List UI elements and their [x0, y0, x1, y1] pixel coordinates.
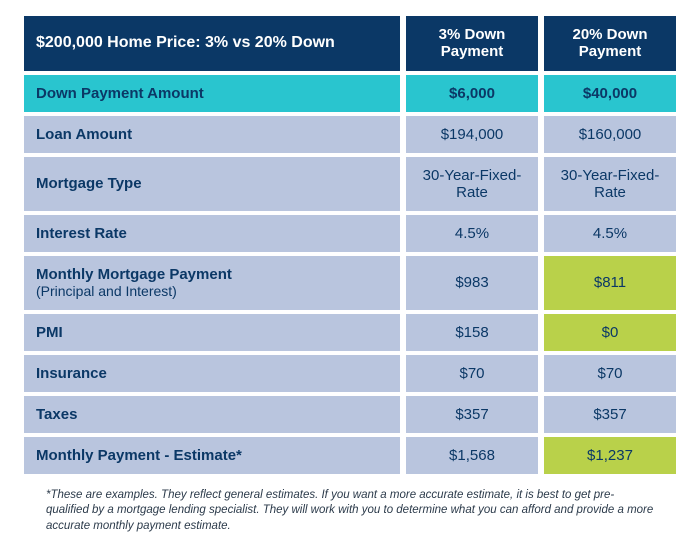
comparison-table: $200,000 Home Price: 3% vs 20% Down 3% D…	[18, 12, 682, 478]
row-label: Monthly Mortgage Payment (Principal and …	[24, 256, 400, 310]
table-title: $200,000 Home Price: 3% vs 20% Down	[24, 16, 400, 71]
row-label-sub: (Principal and Interest)	[36, 283, 177, 299]
row-value-20pct: $160,000	[544, 116, 676, 153]
row-value-20pct: $0	[544, 314, 676, 351]
row-label-main: Monthly Mortgage Payment	[36, 266, 232, 283]
row-value-3pct: $983	[406, 256, 538, 310]
table-row: PMI $158 $0	[24, 314, 676, 351]
table-row: Loan Amount $194,000 $160,000	[24, 116, 676, 153]
row-value-3pct: $6,000	[406, 75, 538, 112]
table-row: Mortgage Type 30-Year-Fixed-Rate 30-Year…	[24, 157, 676, 211]
table-row: Monthly Mortgage Payment (Principal and …	[24, 256, 676, 310]
table-row: Monthly Payment - Estimate* $1,568 $1,23…	[24, 437, 676, 474]
table-row: Taxes $357 $357	[24, 396, 676, 433]
row-value-3pct: 30-Year-Fixed-Rate	[406, 157, 538, 211]
column-header-20pct: 20% Down Payment	[544, 16, 676, 71]
row-value-3pct: $158	[406, 314, 538, 351]
row-value-20pct: 4.5%	[544, 215, 676, 252]
row-label: Interest Rate	[24, 215, 400, 252]
table-row: Insurance $70 $70	[24, 355, 676, 392]
row-value-3pct: $70	[406, 355, 538, 392]
table-body: Down Payment Amount $6,000 $40,000 Loan …	[24, 75, 676, 474]
row-value-20pct: $1,237	[544, 437, 676, 474]
row-value-20pct: $811	[544, 256, 676, 310]
row-label: Monthly Payment - Estimate*	[24, 437, 400, 474]
row-value-3pct: 4.5%	[406, 215, 538, 252]
table-row: Down Payment Amount $6,000 $40,000	[24, 75, 676, 112]
row-value-3pct: $357	[406, 396, 538, 433]
row-label: Loan Amount	[24, 116, 400, 153]
row-value-20pct: $70	[544, 355, 676, 392]
row-value-20pct: 30-Year-Fixed-Rate	[544, 157, 676, 211]
row-label: Down Payment Amount	[24, 75, 400, 112]
footnote-text: *These are examples. They reflect genera…	[18, 478, 682, 534]
row-label: Mortgage Type	[24, 157, 400, 211]
row-value-20pct: $40,000	[544, 75, 676, 112]
row-label: Taxes	[24, 396, 400, 433]
row-label: Insurance	[24, 355, 400, 392]
table-header-row: $200,000 Home Price: 3% vs 20% Down 3% D…	[24, 16, 676, 71]
row-value-3pct: $194,000	[406, 116, 538, 153]
row-label: PMI	[24, 314, 400, 351]
table-row: Interest Rate 4.5% 4.5%	[24, 215, 676, 252]
row-value-3pct: $1,568	[406, 437, 538, 474]
row-value-20pct: $357	[544, 396, 676, 433]
column-header-3pct: 3% Down Payment	[406, 16, 538, 71]
